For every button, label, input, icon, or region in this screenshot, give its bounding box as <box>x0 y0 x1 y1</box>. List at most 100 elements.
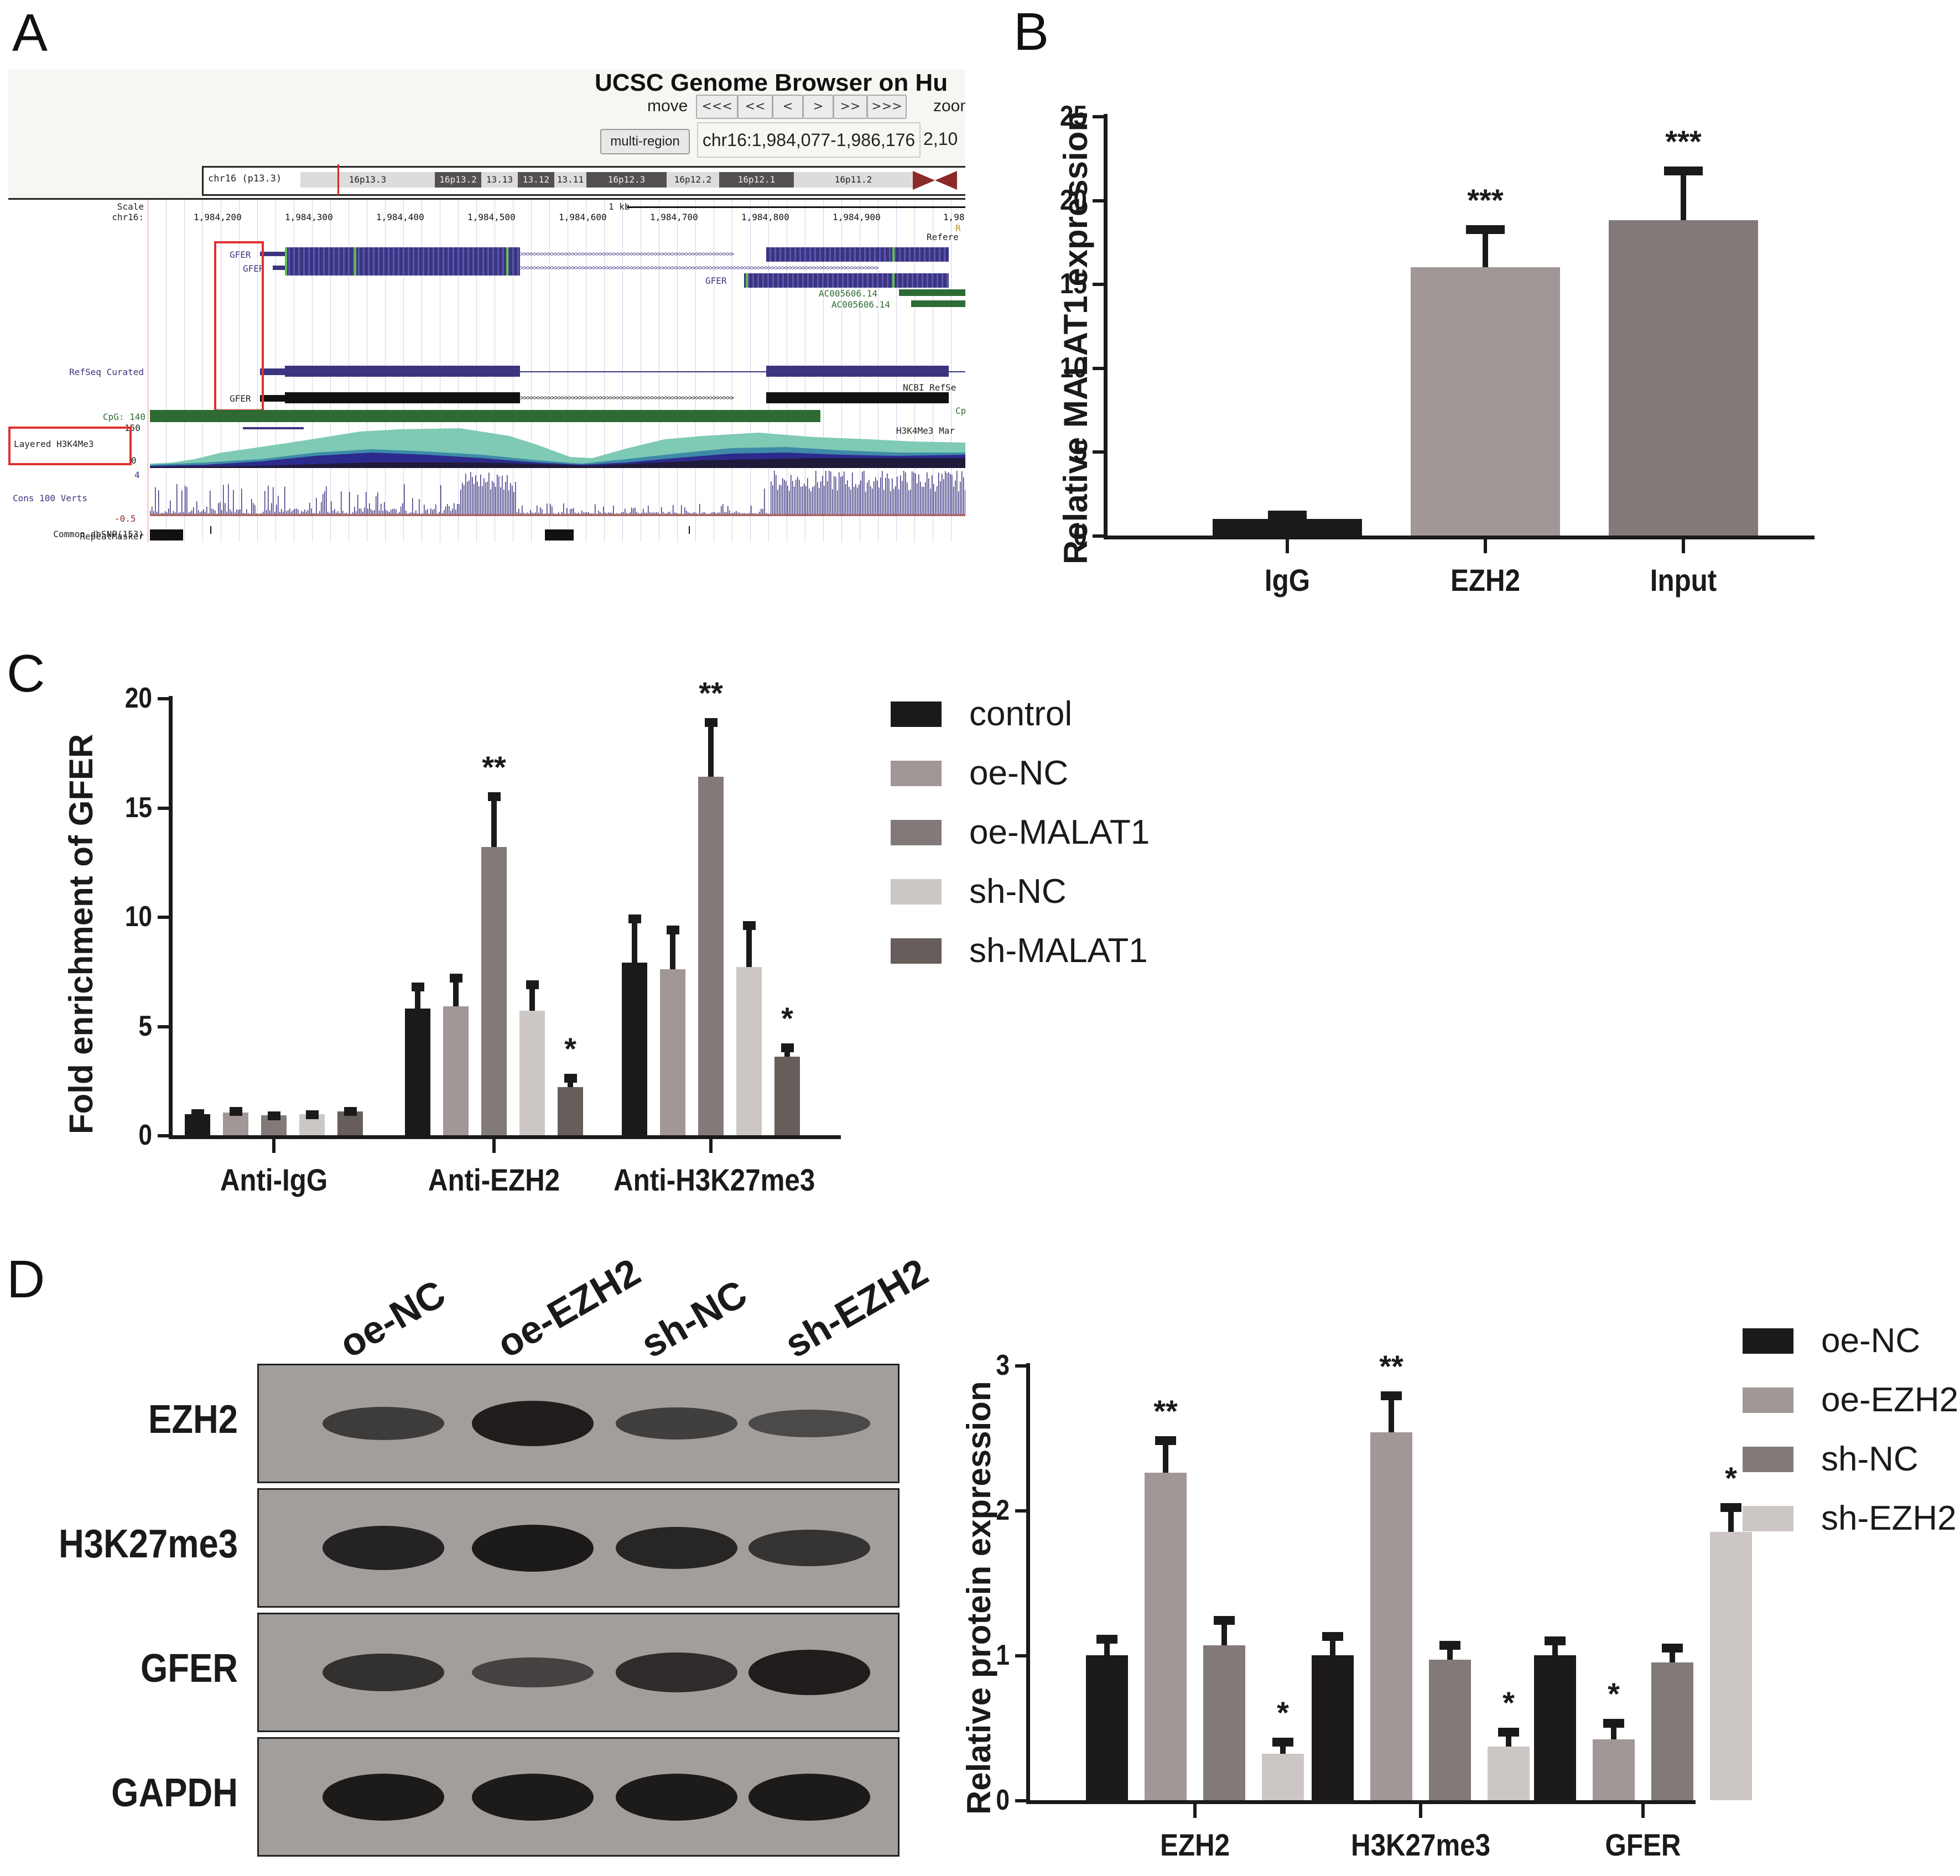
grid-line <box>202 200 203 542</box>
bar-oe-malat1[interactable] <box>698 777 724 1135</box>
move-step-right-button[interactable]: > <box>803 95 834 119</box>
error-bar-cap <box>1381 1391 1402 1401</box>
ncbi-exon-2[interactable] <box>766 392 949 403</box>
error-bar <box>1447 1640 1453 1660</box>
bar-oe-nc[interactable] <box>660 969 685 1135</box>
ac-label-2[interactable]: AC005606.14 <box>831 299 890 310</box>
bar-oe-ezh2[interactable] <box>1593 1739 1635 1800</box>
ncbi-exon-1[interactable] <box>285 392 520 403</box>
centromere-icon <box>913 171 957 190</box>
error-bar-cap <box>666 925 679 934</box>
refseq-exon-2[interactable] <box>766 366 949 377</box>
multi-region-button[interactable]: multi-region <box>600 129 690 154</box>
ac-label-1[interactable]: AC005606.14 <box>819 288 877 299</box>
repeat-block[interactable] <box>150 529 183 541</box>
bar-igg[interactable] <box>1213 518 1362 536</box>
bar-ezh2[interactable] <box>1411 267 1560 536</box>
bar-sh-nc[interactable] <box>736 966 762 1135</box>
repeat-block[interactable] <box>545 529 574 541</box>
dbsnp-label[interactable]: Common dbSNP(153) <box>53 529 144 539</box>
error-bar-cap <box>1498 1728 1519 1737</box>
protein-band <box>616 1652 737 1692</box>
gene-exon-gfer-3[interactable] <box>744 273 949 288</box>
legend-item-oe-ezh2[interactable]: oe-EZH2 <box>1743 1380 1958 1420</box>
legend-item-sh-ezh2[interactable]: sh-EZH2 <box>1743 1499 1957 1538</box>
track-area[interactable]: Scale 1 kb chr16: 1,984,200 1,984,300 1,… <box>8 198 965 542</box>
legend-swatch <box>891 819 942 845</box>
bar-oe-nc[interactable] <box>1312 1655 1354 1800</box>
snp-marker[interactable] <box>689 526 690 534</box>
move-far-right-button[interactable]: >>> <box>867 95 907 119</box>
protein-band <box>472 1400 594 1447</box>
chromosome-ideogram[interactable]: chr16 (p13.3) 16p13.3 16p13.2 13.13 13.1… <box>202 166 965 196</box>
chrom-axis-label: chr16: <box>112 212 144 222</box>
refseq-exon-1[interactable] <box>285 366 520 377</box>
gene-exon-gfer-2a[interactable] <box>285 261 520 276</box>
move-step-left-button[interactable]: < <box>772 95 803 119</box>
error-bar-cap <box>742 921 756 930</box>
bar-sh-ezh2[interactable] <box>1262 1754 1304 1800</box>
legend-item-control[interactable]: control <box>891 694 1072 734</box>
bar-control[interactable] <box>622 962 647 1135</box>
error-bar <box>1163 1436 1168 1473</box>
bar-control[interactable] <box>405 1008 430 1135</box>
h3k4me3-highlight <box>8 427 132 465</box>
move-right-button[interactable]: >> <box>833 95 867 119</box>
gene-exon-gfer-1a[interactable] <box>285 247 520 262</box>
ac-block-2[interactable] <box>911 300 965 307</box>
bar-oe-malat1[interactable] <box>481 846 507 1135</box>
bar-oe-ezh2[interactable] <box>1145 1472 1187 1800</box>
cpg-label[interactable]: CpG: 140 <box>102 412 145 422</box>
gene-label-gfer-2[interactable]: GFER <box>243 263 264 274</box>
refseq-curated-label[interactable]: RefSeq Curated <box>69 367 144 377</box>
protein-band <box>616 1773 737 1821</box>
protein-band <box>748 1773 870 1821</box>
gene-label-gfer-3[interactable]: GFER <box>705 276 727 286</box>
legend-item-sh-malat1[interactable]: sh-MALAT1 <box>891 931 1148 970</box>
bar-sh-ezh2[interactable] <box>1710 1532 1752 1800</box>
gfer-promoter-highlight <box>214 241 264 412</box>
legend-item-oe-nc[interactable]: oe-NC <box>891 753 1068 793</box>
bar-sh-nc[interactable] <box>1429 1659 1471 1800</box>
legend-item-oe-malat1[interactable]: oe-MALAT1 <box>891 813 1150 852</box>
ac-block-1[interactable] <box>899 289 965 296</box>
bar-sh-malat1[interactable] <box>558 1087 583 1135</box>
bar-sh-nc[interactable] <box>1203 1645 1245 1800</box>
error-bar-cap <box>305 1110 319 1119</box>
legend-item-sh-nc[interactable]: sh-NC <box>891 872 1067 911</box>
move-left-button[interactable]: << <box>737 95 773 119</box>
x-category-label: Anti-H3K27me3 <box>614 1162 815 1197</box>
significance-marker: * <box>1725 1460 1737 1495</box>
ideogram-chrom-label: chr16 (p13.3) <box>208 173 282 184</box>
cons-label[interactable]: Cons 100 Verts <box>13 493 87 503</box>
snp-marker[interactable] <box>210 526 211 534</box>
layered-h3k4me3-label[interactable]: Layered H3K4Me3 <box>14 439 94 449</box>
cpg-island-block[interactable] <box>150 410 820 422</box>
error-bar-cap <box>1720 1503 1741 1512</box>
position-input[interactable]: chr16:1,984,077-1,986,176 <box>697 122 921 158</box>
gene-label-gfer-1[interactable]: GFER <box>230 250 251 260</box>
bar-oe-nc[interactable] <box>1534 1655 1576 1800</box>
bar-oe-nc[interactable] <box>223 1112 248 1135</box>
bar-control[interactable] <box>185 1114 210 1135</box>
y-axis-title: Fold enrichment of GFER <box>63 734 100 1134</box>
protein-band <box>323 1653 444 1692</box>
bar-oe-ezh2[interactable] <box>1370 1432 1412 1800</box>
blot-strip-ezh2 <box>257 1364 900 1483</box>
legend-item-oe-nc[interactable]: oe-NC <box>1743 1321 1920 1360</box>
chart-protein-expression: Relative protein expression 0 1 2 3 EZH2 ** * H… <box>940 1317 1752 1876</box>
legend-item-sh-nc[interactable]: sh-NC <box>1743 1440 1919 1479</box>
gene-label-gfer-4[interactable]: GFER <box>230 393 251 404</box>
repeatmasker-label[interactable]: RepeatMasker <box>80 531 144 542</box>
bar-oe-nc[interactable] <box>1086 1655 1128 1800</box>
bar-sh-ezh2[interactable] <box>1488 1747 1530 1800</box>
gene-exon-gfer-1b[interactable] <box>766 247 949 262</box>
bar-sh-nc[interactable] <box>1651 1662 1693 1800</box>
coord-1984700: 1,984,700 <box>650 212 698 222</box>
bar-oe-nc[interactable] <box>443 1006 469 1135</box>
significance-marker: *** <box>1467 183 1504 218</box>
bar-sh-nc[interactable] <box>519 1010 545 1135</box>
bar-sh-malat1[interactable] <box>774 1056 800 1135</box>
move-far-left-button[interactable]: <<< <box>696 95 738 119</box>
bar-input[interactable] <box>1609 220 1758 536</box>
